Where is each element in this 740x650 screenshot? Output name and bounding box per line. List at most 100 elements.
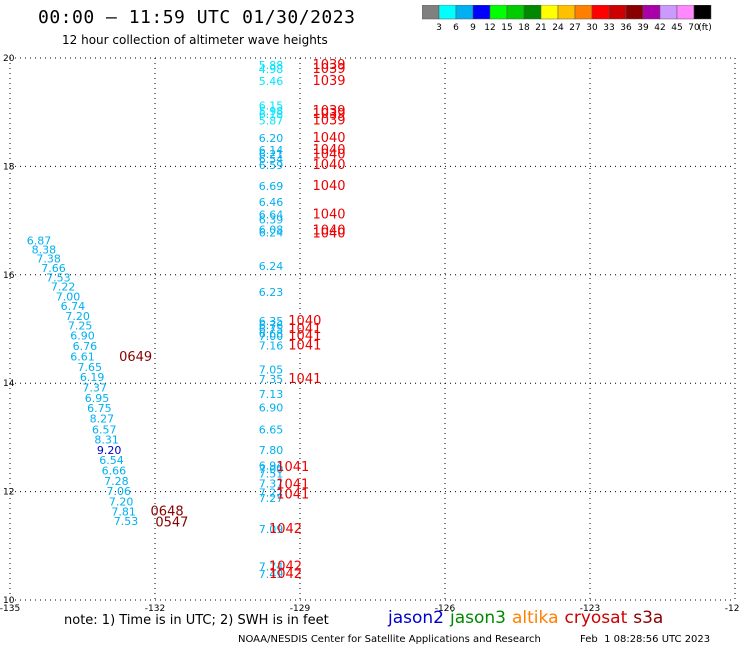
- data-label: 7.20: [65, 310, 90, 323]
- data-label: 1039: [312, 58, 345, 73]
- data-label: 5.98: [259, 105, 284, 118]
- data-label: 6.54: [259, 153, 284, 166]
- data-label: 1042: [269, 567, 302, 582]
- data-label: 1040: [288, 314, 321, 329]
- data-label: 6.76: [73, 340, 98, 353]
- data-label: 6.87: [27, 235, 52, 248]
- y-tick-label: 14: [3, 379, 15, 389]
- data-label: 1041: [276, 478, 309, 493]
- data-label: 5.88: [259, 59, 284, 72]
- x-tick-label: -132: [145, 604, 165, 612]
- data-label: 0649: [119, 350, 152, 365]
- satellite-name: cryosat: [564, 608, 628, 628]
- data-label: 6.65: [259, 423, 284, 436]
- chart-title: 00:00 — 11:59 UTC 01/30/2023: [38, 7, 356, 28]
- data-label: 6.57: [92, 423, 117, 436]
- data-label: 7.35: [259, 373, 284, 386]
- legend-tick-label: 6: [453, 23, 459, 33]
- data-label: 1039: [312, 62, 345, 77]
- data-label: 1040: [312, 158, 345, 173]
- data-label: 7.38: [36, 253, 61, 266]
- legend-tick-label: 21: [535, 23, 546, 33]
- data-label: 6.94: [259, 460, 284, 473]
- data-label: 6.90: [259, 402, 284, 415]
- data-label: 6.24: [259, 227, 284, 240]
- data-label: 8.38: [32, 243, 57, 256]
- data-label: 0648: [151, 505, 184, 520]
- data-label: 1040: [312, 227, 345, 242]
- data-label: 7.53: [114, 515, 139, 528]
- data-label: 6.59: [259, 159, 284, 172]
- data-label: 5.87: [259, 114, 284, 127]
- data-label: 4.98: [259, 63, 284, 76]
- legend-tick-label: 24: [552, 23, 564, 33]
- data-label: 7.65: [78, 361, 103, 374]
- data-label: 1042: [269, 522, 302, 537]
- data-label: 6.39: [259, 214, 284, 227]
- data-label: 8.27: [90, 412, 115, 425]
- data-label: 6.15: [259, 100, 284, 113]
- satellite-name: s3a: [633, 608, 664, 628]
- data-label: 1040: [312, 147, 345, 162]
- data-label: 6.23: [259, 286, 284, 299]
- data-label: 7.00: [259, 330, 284, 343]
- data-label: 6.95: [85, 392, 110, 405]
- data-label: 7.20: [109, 495, 134, 508]
- data-label: 1041: [276, 460, 309, 475]
- legend-tick-label: 9: [470, 23, 476, 33]
- legend-tick-label: 39: [637, 23, 649, 33]
- data-label: 1039: [312, 113, 345, 128]
- legend-tick-label: 18: [518, 23, 530, 33]
- x-tick-label: -120: [725, 604, 740, 612]
- data-label: 7.22: [259, 487, 284, 500]
- data-label: 6.75: [87, 402, 112, 415]
- credit-line: NOAA/NESDIS Center for Satellite Applica…: [238, 634, 541, 645]
- data-label: 6.20: [259, 132, 284, 145]
- data-label: 7.80: [259, 444, 284, 457]
- data-label: 7.25: [68, 320, 93, 333]
- data-label: 1041: [288, 329, 321, 344]
- data-label: 1041: [276, 487, 309, 502]
- data-label: 7.05: [259, 364, 284, 377]
- y-tick-label: 16: [3, 271, 15, 281]
- satellite-name: altika: [512, 608, 559, 628]
- data-label: 1039: [312, 104, 345, 119]
- data-label: 6.90: [70, 330, 95, 343]
- data-label: 7.28: [104, 475, 129, 488]
- legend-tick-label: 70: [688, 23, 700, 33]
- data-label: 6.64: [259, 209, 284, 222]
- satellite-name: jason2: [388, 608, 444, 628]
- data-label: 7.74: [259, 560, 284, 573]
- data-label: 0547: [155, 515, 188, 530]
- legend-tick-label: 27: [569, 23, 580, 33]
- data-label: 7.53: [46, 272, 71, 285]
- y-tick-label: 10: [3, 596, 15, 606]
- data-label: 7.09: [259, 523, 284, 536]
- data-label: 1041: [288, 322, 321, 337]
- data-label: 9.20: [97, 444, 122, 457]
- data-label: 7.16: [259, 339, 284, 352]
- data-label: 6.14: [259, 144, 284, 157]
- data-label: 6.35: [259, 315, 284, 328]
- data-label: 1040: [312, 223, 345, 238]
- chart-plot: -135 -132 -129 -126 -123 -120 10 12 14 16 18 20 6.87…: [0, 54, 740, 612]
- data-label: 7.49: [259, 568, 284, 581]
- data-label: 1039: [312, 107, 345, 122]
- legend-unit: (ft): [698, 23, 712, 33]
- data-label: 6.46: [259, 196, 284, 209]
- x-tick-label: -123: [580, 604, 600, 612]
- credit-timestamp: Feb 1 08:28:56 UTC 2023: [580, 634, 711, 645]
- x-tick-label: -135: [0, 604, 20, 612]
- data-label: 1041: [288, 372, 321, 387]
- data-label: 6.76: [259, 319, 284, 332]
- data-label: 1040: [312, 208, 345, 223]
- data-label: 7.81: [111, 506, 136, 519]
- data-label: 6.21: [259, 148, 284, 161]
- data-label: 6.24: [259, 260, 284, 273]
- data-label: 7.37: [82, 382, 107, 395]
- data-label: 7.22: [51, 281, 76, 294]
- legend-tick-label: 3: [436, 23, 442, 33]
- footnote: note: 1) Time is in UTC; 2) SWH is in fe…: [64, 613, 329, 628]
- legend-tick-label: 42: [654, 23, 665, 33]
- legend-swatch: [693, 5, 712, 20]
